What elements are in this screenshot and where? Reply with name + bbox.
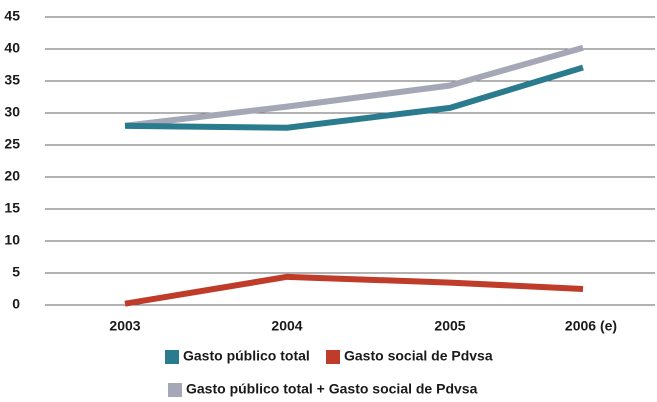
legend-swatch	[326, 350, 340, 364]
legend-label: Gasto público total + Gasto social de Pd…	[186, 381, 478, 397]
series-line	[124, 273, 584, 307]
y-tick-label: 15	[4, 200, 20, 216]
x-tick-label: 2004	[271, 318, 302, 334]
y-tick-label: 40	[4, 40, 20, 56]
y-tick-label: 35	[4, 72, 20, 88]
y-tick-label: 10	[4, 232, 20, 248]
legend-swatch	[168, 383, 182, 397]
y-tick-label: 20	[4, 168, 20, 184]
y-tick-label: 30	[4, 104, 20, 120]
y-tick-label: 25	[4, 136, 20, 152]
series-line	[124, 64, 584, 131]
y-tick-label: 0	[12, 296, 20, 312]
x-tick-label: 2003	[109, 318, 140, 334]
legend-swatch	[165, 350, 179, 364]
x-tick-label: 2006 (e)	[565, 318, 617, 334]
legend-label: Gasto social de Pdvsa	[344, 348, 493, 364]
series-line	[124, 44, 584, 129]
x-tick-label: 2005	[434, 318, 465, 334]
y-tick-label: 45	[4, 8, 20, 24]
y-tick-label: 5	[12, 264, 20, 280]
legend-label: Gasto público total	[183, 348, 310, 364]
